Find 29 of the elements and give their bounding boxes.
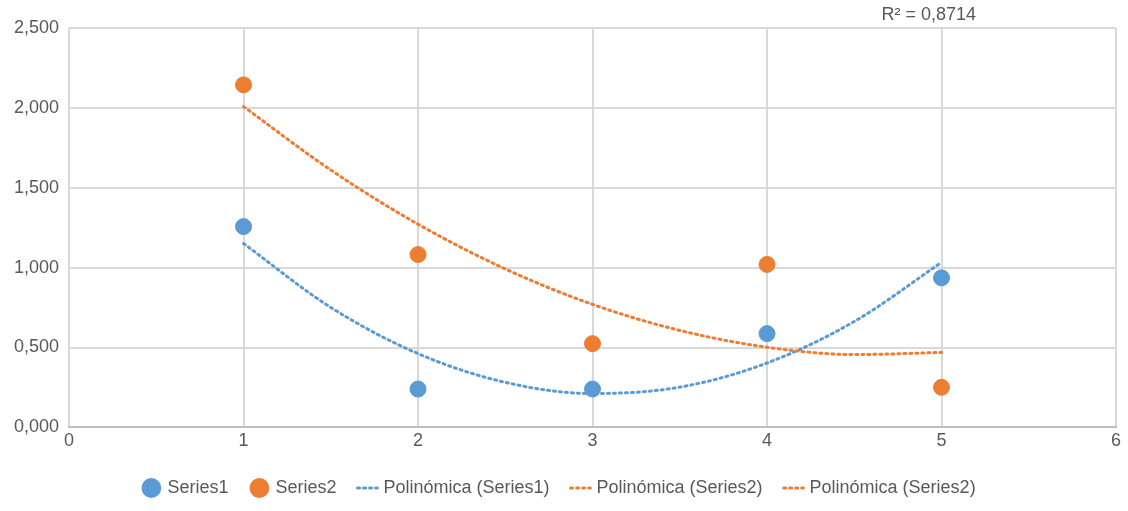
- legend-label: Series2: [275, 476, 337, 497]
- point: [758, 255, 776, 273]
- x-tick-label: 1: [238, 430, 249, 451]
- y-tick-label: 0,500: [14, 336, 60, 357]
- point: [235, 76, 253, 94]
- x-tick-label: 2: [413, 430, 424, 451]
- x-tick-label: 3: [587, 430, 598, 451]
- point: [933, 378, 951, 396]
- legend-label: Polinómica (Series2): [596, 476, 763, 497]
- y-tick-label: 1,500: [14, 176, 60, 197]
- x-tick-label: 6: [1110, 430, 1122, 451]
- line-series: [242, 105, 944, 357]
- y-tick-label: 2,000: [14, 96, 60, 117]
- x-tick-label: 4: [762, 430, 773, 451]
- point: [235, 218, 253, 236]
- y-tick-label: 1,000: [14, 256, 60, 277]
- y-tick-label: 0,000: [14, 416, 60, 437]
- point: [758, 325, 776, 343]
- point: [584, 335, 602, 353]
- legend-label: Polinómica (Series2): [809, 476, 976, 497]
- text: R² = 0,8714: [881, 3, 976, 24]
- point: [409, 380, 427, 398]
- point: [409, 246, 427, 264]
- x-tick-label: 5: [936, 430, 947, 451]
- x-tick-label: 0: [64, 430, 75, 451]
- point: [933, 269, 951, 287]
- y-tick-label: 2,500: [14, 16, 60, 37]
- legend-label: Series1: [167, 476, 229, 497]
- legend-label: Polinómica (Series1): [383, 476, 550, 497]
